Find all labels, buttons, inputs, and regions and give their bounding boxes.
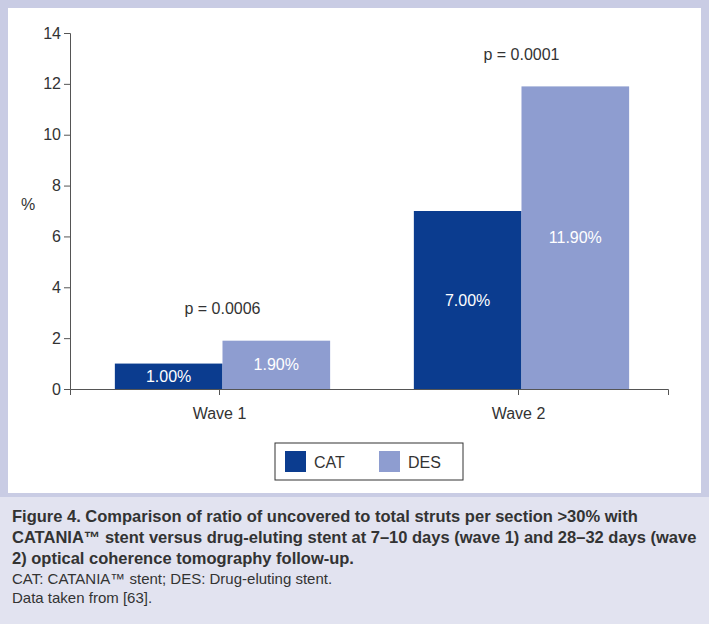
frame: [0, 0, 709, 497]
x-tick-label: Wave 2: [492, 405, 546, 422]
y-tick: 12: [43, 75, 70, 92]
y-axis: 0 2 4 6 8 10 12 14: [43, 25, 70, 398]
bar: [521, 86, 629, 389]
legend-swatch: [379, 451, 400, 472]
data-label: 11.90%: [549, 229, 602, 246]
y-tick-mark: [64, 33, 70, 34]
y-tick-label: 4: [52, 279, 61, 296]
bars: [115, 86, 629, 389]
bar: [115, 364, 223, 389]
legend-label: CAT: [314, 454, 345, 471]
y-tick-mark: [64, 84, 70, 85]
y-tick: 0: [52, 381, 70, 398]
y-tick-label: 0: [52, 381, 61, 398]
caption: Figure 4. Comparison of ratio of uncover…: [0, 497, 709, 624]
y-axis-title: %: [21, 196, 35, 213]
y-tick-label: 12: [43, 75, 61, 92]
y-tick-mark: [64, 135, 70, 136]
y-tick-label: 8: [52, 177, 61, 194]
x-tick-mark: [518, 389, 519, 395]
y-tick-mark: [64, 236, 70, 237]
y-tick-mark: [64, 186, 70, 187]
y-tick-label: 10: [43, 126, 61, 143]
y-tick: 10: [43, 126, 70, 143]
caption-note: CAT: CATANIA™ stent; DES: Drug-eluting s…: [12, 569, 697, 588]
bar: [414, 211, 522, 389]
x-tick: Wave 2: [492, 389, 546, 422]
x-axis: Wave 1 Wave 2: [71, 389, 669, 422]
x-tick-label: Wave 1: [193, 405, 247, 422]
caption-note: Data taken from [63].: [12, 588, 697, 607]
y-tick: 6: [52, 228, 70, 245]
y-tick-mark: [64, 287, 70, 288]
y-tick-label: 2: [52, 330, 61, 347]
annotation: p = 0.0006: [184, 300, 260, 317]
bar: [222, 341, 330, 389]
data-labels: 1.00% 7.00% 1.90% 11.90%: [146, 229, 602, 385]
panel: [8, 8, 701, 493]
y-tick-label: 14: [43, 25, 61, 42]
x-tick: Wave 1: [193, 389, 247, 422]
annotation: p = 0.0001: [483, 46, 559, 63]
legend-swatch: [285, 451, 306, 472]
y-tick-mark: [64, 389, 70, 390]
data-label: 7.00%: [445, 292, 490, 309]
y-tick: 14: [43, 25, 70, 42]
x-axis-line: [71, 390, 669, 396]
x-tick-mark: [219, 389, 220, 395]
data-label: 1.00%: [146, 368, 191, 385]
y-tick: 8: [52, 177, 70, 194]
y-tick-mark: [64, 338, 70, 339]
legend: CAT DES: [275, 443, 463, 480]
y-tick: 2: [52, 330, 70, 347]
legend-box: [275, 443, 463, 480]
y-tick-label: 6: [52, 228, 61, 245]
caption-title: Figure 4. Comparison of ratio of uncover…: [12, 506, 697, 569]
y-tick: 4: [52, 279, 70, 296]
y-axis-line: [64, 34, 71, 390]
legend-label: DES: [408, 454, 441, 471]
data-label: 1.90%: [254, 356, 299, 373]
